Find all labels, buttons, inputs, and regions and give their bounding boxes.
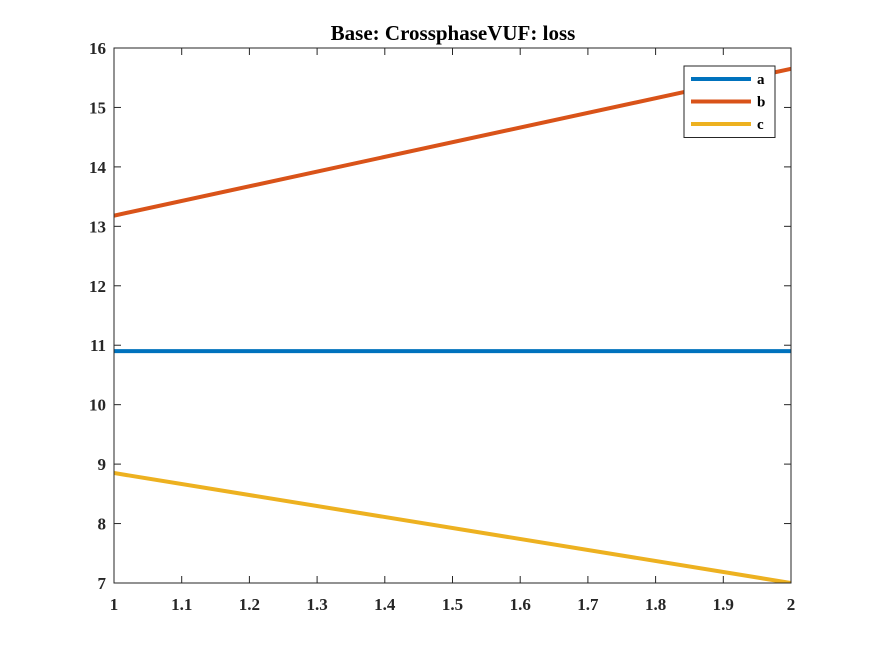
x-tick-label: 1.2 bbox=[239, 595, 260, 614]
y-tick-label: 10 bbox=[89, 396, 106, 415]
y-tick-label: 12 bbox=[89, 277, 106, 296]
axes-layer: 1 1.1 1.2 1.3 1.4 1.5 1.6 1.7 1.8 1.9 2 7 8 9 10 11 12 13… bbox=[89, 39, 795, 614]
legend-label-b: b bbox=[757, 95, 765, 111]
legend-label-a: a bbox=[757, 72, 765, 88]
x-tick-label: 1 bbox=[110, 595, 119, 614]
x-tick-label: 1.6 bbox=[510, 595, 531, 614]
chart-title: Base: CrossphaseVUF: loss bbox=[331, 21, 576, 45]
series-line-b bbox=[114, 66, 791, 218]
x-tick-label: 1.7 bbox=[577, 595, 599, 614]
series-layer bbox=[114, 66, 791, 583]
y-tick-label: 9 bbox=[98, 455, 107, 474]
x-tick-label: 1.4 bbox=[374, 595, 396, 614]
x-tick-label: 1.5 bbox=[442, 595, 463, 614]
x-tick-label: 1.8 bbox=[645, 595, 666, 614]
y-tick-label: 16 bbox=[89, 39, 106, 58]
y-tick-label: 8 bbox=[98, 515, 107, 534]
legend: abc bbox=[683, 65, 776, 138]
x-tick-label: 1.3 bbox=[306, 595, 327, 614]
x-tick-label: 1.9 bbox=[713, 595, 734, 614]
y-tick-label: 7 bbox=[98, 574, 107, 593]
y-tick-label: 11 bbox=[90, 336, 106, 355]
y-tick-label: 14 bbox=[89, 158, 107, 177]
series-line-c bbox=[114, 471, 791, 583]
y-tick-label: 13 bbox=[89, 217, 106, 236]
legend-label-c: c bbox=[757, 117, 764, 133]
x-tick-label: 2 bbox=[787, 595, 796, 614]
x-tick-label: 1.1 bbox=[171, 595, 192, 614]
y-tick-label: 15 bbox=[89, 98, 106, 117]
